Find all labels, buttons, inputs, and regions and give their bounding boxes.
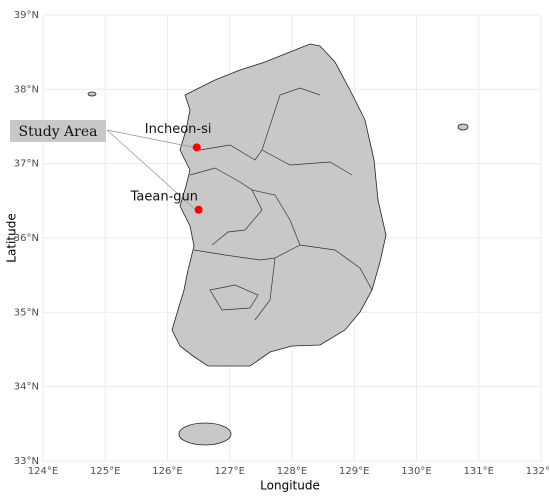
points: Incheon-si Taean-gun: [106, 122, 212, 214]
x-tick-label: 130°E: [401, 466, 431, 477]
border: [189, 167, 263, 246]
y-tick-label: 35°N: [14, 307, 39, 318]
annotation-arrow: [106, 129, 194, 148]
point-label: Incheon-si: [145, 122, 212, 137]
island: [87, 91, 97, 97]
x-tick-label: 126°E: [152, 466, 182, 477]
land: [87, 43, 469, 446]
x-tick-label: 132°E: [526, 466, 550, 477]
korea-mainland: [171, 43, 387, 367]
jeju-island: [178, 422, 232, 446]
study-area-annotation: Study Area: [10, 120, 106, 142]
point-label: Taean-gun: [130, 189, 198, 204]
y-tick-label: 39°N: [14, 10, 39, 21]
x-tick-label: 128°E: [277, 466, 307, 477]
y-tick-label: 38°N: [14, 84, 39, 95]
x-tick-label: 124°E: [28, 466, 58, 477]
point: [192, 143, 201, 152]
annotation-arrow: [106, 129, 196, 211]
y-tick-label: 36°N: [14, 233, 39, 244]
x-tick-label: 129°E: [339, 466, 369, 477]
y-axis-title: Latitude: [5, 213, 19, 262]
x-tick-label: 125°E: [90, 466, 120, 477]
border: [193, 249, 276, 261]
y-tick-label: 37°N: [14, 159, 39, 170]
border: [209, 284, 259, 311]
annotation-text: Study Area: [19, 124, 98, 140]
y-tick-label: 34°N: [14, 382, 39, 393]
y-tick-label: 33°N: [14, 456, 39, 467]
border: [261, 149, 353, 176]
x-axis-title: Longitude: [260, 479, 320, 493]
x-tick-label: 127°E: [215, 466, 245, 477]
point: [194, 205, 203, 214]
ulleungdo: [457, 123, 469, 131]
x-tick-label: 131°E: [464, 466, 494, 477]
border: [299, 244, 373, 291]
annotation-box: [10, 120, 106, 142]
province-borders: [189, 87, 373, 321]
